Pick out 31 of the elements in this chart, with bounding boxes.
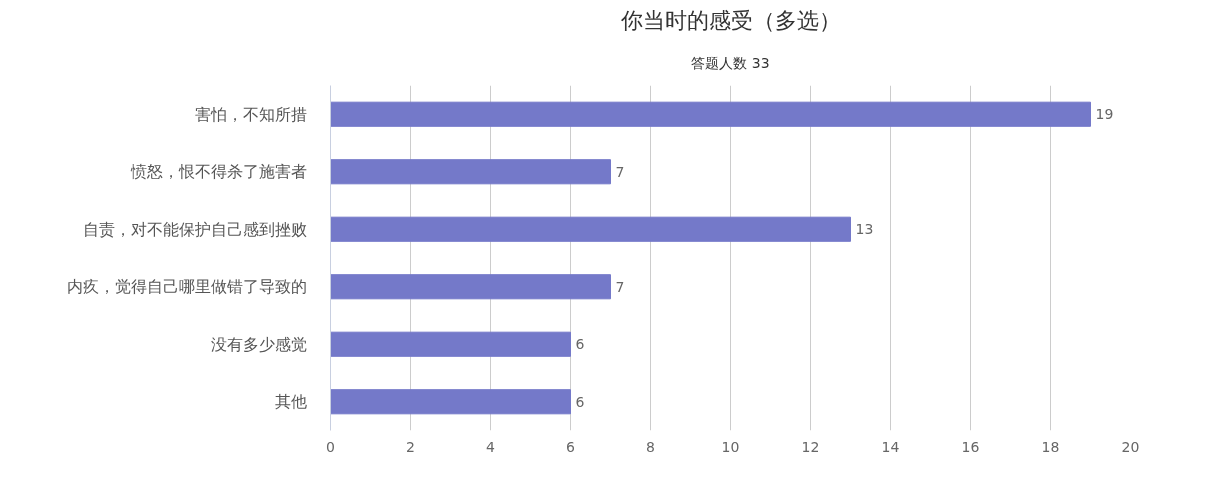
x-tick-label: 10 bbox=[721, 438, 740, 455]
bar bbox=[330, 331, 571, 357]
y-tick-label: 自责，对不能保护自己感到挫败 bbox=[82, 219, 307, 239]
y-tick-label: 愤怒，恨不得杀了施害者 bbox=[129, 162, 307, 182]
bar bbox=[330, 389, 571, 415]
bar bbox=[330, 216, 851, 242]
x-tick-label: 12 bbox=[801, 438, 820, 455]
data-label: 6 bbox=[575, 393, 585, 410]
y-tick-label: 害怕，不知所措 bbox=[194, 104, 307, 124]
data-label: 13 bbox=[855, 221, 874, 238]
data-label: 7 bbox=[615, 278, 625, 295]
chart-subtitle: 答题人数 33 bbox=[691, 54, 770, 71]
x-tick-label: 4 bbox=[486, 438, 496, 455]
bar bbox=[330, 159, 611, 185]
x-tick-label: 8 bbox=[646, 438, 655, 455]
bar bbox=[330, 101, 1091, 127]
x-tick-label: 14 bbox=[881, 438, 900, 455]
x-tick-label: 18 bbox=[1041, 438, 1060, 455]
data-label: 6 bbox=[575, 336, 585, 353]
x-tick-label: 6 bbox=[566, 438, 576, 455]
y-tick-label: 内疚，觉得自己哪里做错了导致的 bbox=[66, 277, 307, 297]
x-tick-label: 2 bbox=[406, 438, 415, 455]
bar bbox=[330, 274, 611, 300]
y-tick-label: 没有多少感觉 bbox=[210, 334, 307, 354]
data-label: 19 bbox=[1095, 106, 1114, 123]
x-tick-label: 16 bbox=[961, 438, 980, 455]
chart-title: 你当时的感受（多选） bbox=[619, 7, 841, 33]
x-tick-label: 0 bbox=[326, 438, 335, 455]
x-tick-label: 20 bbox=[1121, 438, 1140, 455]
data-label: 7 bbox=[615, 163, 625, 180]
y-tick-label: 其他 bbox=[274, 392, 307, 412]
